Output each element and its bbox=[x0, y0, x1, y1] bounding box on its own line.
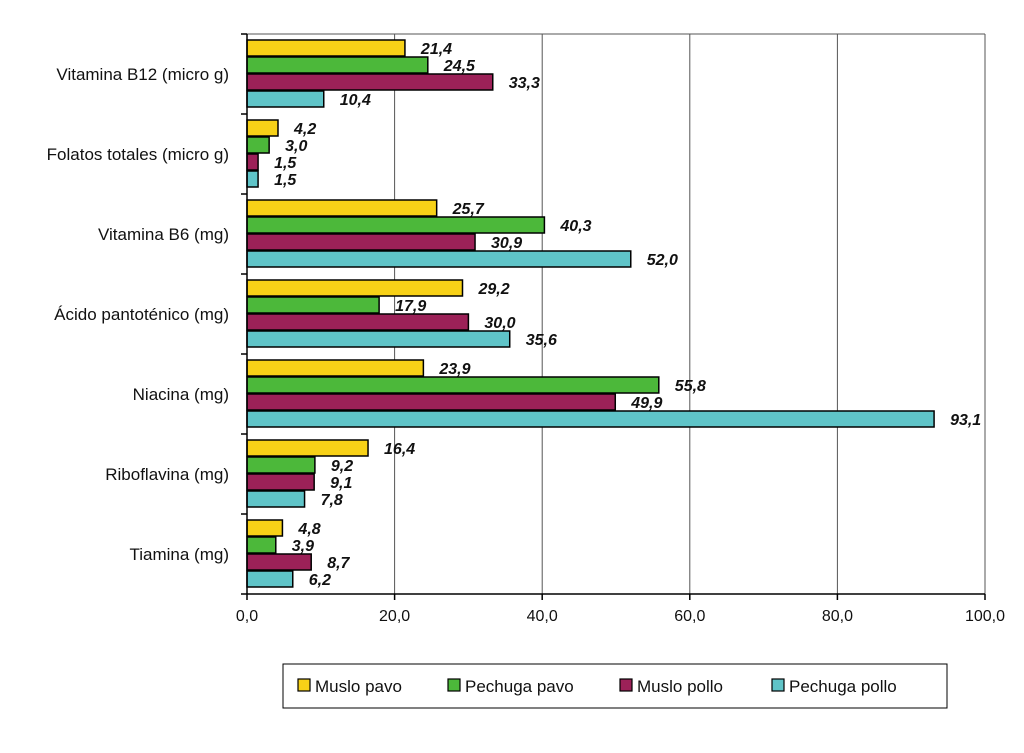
data-label-1-3: 1,5 bbox=[274, 172, 297, 189]
legend-label-1: Pechuga pavo bbox=[465, 677, 574, 696]
bar-2-1 bbox=[246, 216, 546, 234]
data-label-3-0: 29,2 bbox=[477, 281, 509, 298]
legend-swatch-0 bbox=[297, 678, 311, 692]
bar-2-0 bbox=[246, 199, 438, 217]
data-label-5-3: 7,8 bbox=[321, 492, 343, 509]
x-tick-label-0: 0,0 bbox=[236, 608, 258, 625]
data-label-3-1: 17,9 bbox=[395, 298, 426, 315]
data-label-2-0: 25,7 bbox=[452, 201, 485, 218]
data-label-0-0: 21,4 bbox=[420, 41, 452, 58]
data-label-0-1: 24,5 bbox=[443, 58, 476, 75]
legend-box bbox=[282, 663, 948, 709]
bar-1-0 bbox=[246, 119, 279, 137]
bar-5-3 bbox=[246, 490, 306, 508]
bar-4-2 bbox=[246, 393, 617, 411]
x-tick-label-4: 80,0 bbox=[822, 608, 853, 625]
data-label-0-3: 10,4 bbox=[340, 92, 371, 109]
data-label-5-2: 9,1 bbox=[330, 475, 352, 492]
category-label-5: Riboflavina (mg) bbox=[105, 465, 229, 484]
data-label-5-0: 16,4 bbox=[384, 441, 415, 458]
bar-5-2 bbox=[246, 473, 315, 491]
bar-3-2 bbox=[246, 313, 470, 331]
bar-0-0 bbox=[246, 39, 406, 57]
data-label-4-1: 55,8 bbox=[675, 378, 706, 395]
category-label-0: Vitamina B12 (micro g) bbox=[56, 65, 229, 84]
bar-0-1 bbox=[246, 56, 429, 74]
data-label-6-3: 6,2 bbox=[309, 572, 331, 589]
legend-label-3: Pechuga pollo bbox=[789, 677, 897, 696]
category-label-4: Niacina (mg) bbox=[133, 385, 229, 404]
data-label-6-0: 4,8 bbox=[297, 521, 320, 538]
legend-swatch-2 bbox=[619, 678, 633, 692]
bar-0-2 bbox=[246, 73, 494, 91]
bar-2-3 bbox=[246, 250, 632, 268]
bar-3-0 bbox=[246, 279, 464, 297]
data-label-4-2: 49,9 bbox=[630, 395, 662, 412]
data-label-1-1: 3,0 bbox=[285, 138, 307, 155]
bar-5-0 bbox=[246, 439, 369, 457]
data-label-2-2: 30,9 bbox=[491, 235, 522, 252]
legend-label-0: Muslo pavo bbox=[315, 677, 402, 696]
legend-label-2: Muslo pollo bbox=[637, 677, 723, 696]
data-label-0-2: 33,3 bbox=[509, 75, 540, 92]
data-label-4-0: 23,9 bbox=[438, 361, 470, 378]
data-label-1-2: 1,5 bbox=[274, 155, 297, 172]
data-label-6-1: 3,9 bbox=[292, 538, 314, 555]
bar-4-1 bbox=[246, 376, 660, 394]
bar-3-1 bbox=[246, 296, 380, 314]
category-label-1: Folatos totales (micro g) bbox=[47, 145, 229, 164]
data-label-2-1: 40,3 bbox=[559, 218, 591, 235]
bar-3-3 bbox=[246, 330, 511, 348]
data-label-3-3: 35,6 bbox=[526, 332, 557, 349]
data-label-6-2: 8,7 bbox=[327, 555, 350, 572]
bar-6-1 bbox=[246, 536, 277, 554]
data-label-1-0: 4,2 bbox=[293, 121, 316, 138]
bar-1-2 bbox=[246, 153, 259, 171]
bar-6-0 bbox=[246, 519, 284, 537]
x-tick-label-3: 60,0 bbox=[674, 608, 705, 625]
x-tick-label-2: 40,0 bbox=[527, 608, 558, 625]
data-label-3-2: 30,0 bbox=[484, 315, 515, 332]
bar-1-1 bbox=[246, 136, 270, 154]
legend-swatch-3 bbox=[771, 678, 785, 692]
bar-0-3 bbox=[246, 90, 325, 108]
data-label-2-3: 52,0 bbox=[647, 252, 678, 269]
bar-5-1 bbox=[246, 456, 316, 474]
data-label-5-1: 9,2 bbox=[331, 458, 353, 475]
bar-4-3 bbox=[246, 410, 935, 428]
category-label-2: Vitamina B6 (mg) bbox=[98, 225, 229, 244]
data-label-4-3: 93,1 bbox=[950, 412, 981, 429]
bar-6-2 bbox=[246, 553, 312, 571]
category-label-3: Ácido pantoténico (mg) bbox=[54, 305, 229, 324]
bar-1-3 bbox=[246, 170, 259, 188]
x-tick-label-5: 100,0 bbox=[965, 608, 1005, 625]
bar-4-0 bbox=[246, 359, 425, 377]
category-label-6: Tiamina (mg) bbox=[130, 545, 230, 564]
bar-2-2 bbox=[246, 233, 476, 251]
bar-6-3 bbox=[246, 570, 294, 588]
x-tick-label-1: 20,0 bbox=[379, 608, 410, 625]
legend-swatch-1 bbox=[447, 678, 461, 692]
